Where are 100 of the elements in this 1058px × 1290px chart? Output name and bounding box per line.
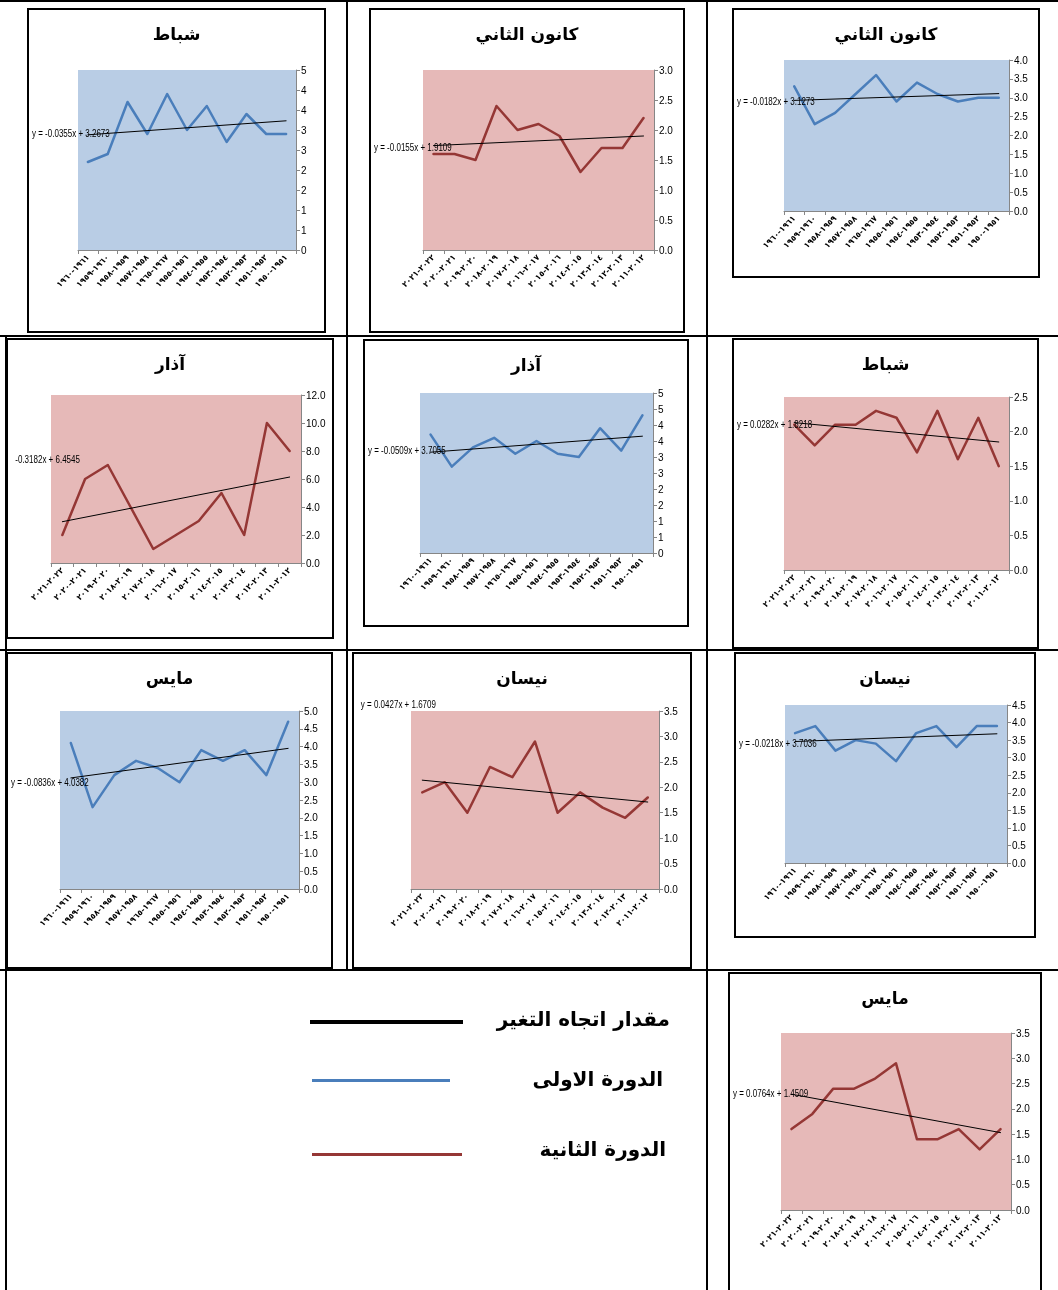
y-tick-label: 1.5 <box>664 807 679 819</box>
y-tick-label: 3.5 <box>664 705 679 717</box>
y-tick-label: 0 <box>301 244 307 256</box>
y-tick-label: 0.0 <box>306 557 321 569</box>
annotation: y = -0.0509x + 3.7055 <box>368 445 446 457</box>
y-tick-label: 0.5 <box>1014 529 1029 541</box>
line-series <box>421 740 649 820</box>
y-tick-label: 10.0 <box>306 417 326 429</box>
annotation: y = -0.0218x + 3.7036 <box>739 738 817 750</box>
line-series <box>86 92 288 164</box>
chart-title: نيسان <box>859 667 911 688</box>
y-tick-label: 2.5 <box>1012 769 1027 781</box>
y-tick-label: 4.0 <box>306 501 321 513</box>
y-tick-label: 0.0 <box>659 244 674 256</box>
y-tick-label: 0.0 <box>304 883 319 895</box>
y-tick-label: 3.5 <box>304 758 319 770</box>
y-tick-label: 4.0 <box>1014 54 1029 66</box>
y-tick-label: 0.0 <box>1016 1204 1031 1216</box>
y-tick-label: 2.5 <box>664 756 679 768</box>
annotation: -0.3182x + 6.4545 <box>15 454 80 466</box>
y-tick-label: 1.5 <box>1012 804 1027 816</box>
y-tick-label: 2 <box>658 499 664 511</box>
y-tick-label: 2.5 <box>304 794 319 806</box>
y-tick-label: 1.5 <box>304 830 319 842</box>
text: مقدار اتجاه التغير <box>496 1007 670 1031</box>
y-tick-label: 2.5 <box>1016 1078 1031 1090</box>
chart-title: آذار <box>509 353 543 375</box>
y-tick-label: 5 <box>658 387 664 399</box>
line-series <box>792 73 1001 126</box>
y-tick-label: 5 <box>658 403 664 415</box>
y-tick-label: 2 <box>301 164 307 176</box>
y-tick-label: 1.5 <box>1016 1128 1031 1140</box>
y-tick-label: 1.5 <box>1014 148 1029 160</box>
y-tick-label: 2 <box>658 483 664 495</box>
line-series <box>793 724 999 763</box>
y-tick-label: 5 <box>301 64 307 76</box>
y-tick-label: 1.0 <box>1014 167 1029 179</box>
y-tick-label: 2.0 <box>1016 1103 1031 1115</box>
y-tick-label: 1.5 <box>1014 460 1029 472</box>
y-tick-label: 0 <box>658 547 664 559</box>
y-tick-label: 4.0 <box>1012 717 1027 729</box>
y-tick-label: 2.5 <box>1014 111 1029 123</box>
text: y = 0.0427x + 1.6709 <box>360 699 436 711</box>
y-tick-label: 0.0 <box>1014 564 1029 576</box>
y-tick-label: 1.0 <box>659 184 674 196</box>
y-tick-label: 1 <box>301 204 307 216</box>
y-tick-label: 2.0 <box>1012 787 1027 799</box>
y-tick-label: 2.0 <box>1014 130 1029 141</box>
y-tick-label: 3.0 <box>1012 752 1027 764</box>
y-tick-label: 2.5 <box>659 94 674 106</box>
y-tick-label: 0.5 <box>304 865 319 877</box>
y-tick-label: 3 <box>301 144 307 156</box>
y-tick-label: 0.0 <box>664 883 679 895</box>
chart-title: كانون الثاني <box>834 23 938 45</box>
y-tick-label: 4 <box>301 104 307 116</box>
chart-title: شباط <box>152 23 201 44</box>
chart-title: كانون الثاني <box>475 23 579 45</box>
y-tick-label: 2.0 <box>1014 426 1029 438</box>
y-tick-label: 2.0 <box>659 124 674 136</box>
y-tick-label: 4.0 <box>304 741 319 753</box>
text: الدورة الثانية <box>539 1137 666 1161</box>
annotation: y = -0.0836x + 4.0382 <box>11 776 89 788</box>
y-tick-label: 4 <box>301 84 307 96</box>
y-tick-label: 5.0 <box>304 705 319 717</box>
y-tick-label: 3.5 <box>1016 1027 1031 1039</box>
y-tick-label: 2.0 <box>304 812 319 824</box>
y-tick-label: 4 <box>658 419 664 431</box>
y-tick-label: 4.5 <box>304 723 319 735</box>
y-tick-label: 0.5 <box>664 858 679 870</box>
y-tick-label: 2.0 <box>306 529 321 541</box>
y-tick-label: 0.5 <box>659 214 674 226</box>
y-tick-label: 1 <box>658 515 664 527</box>
y-tick-label: 1.0 <box>664 832 679 844</box>
chart-title: شباط <box>861 353 910 374</box>
y-tick-label: 3 <box>658 467 664 479</box>
y-tick-label: 0.5 <box>1012 839 1027 851</box>
y-tick-label: 6.0 <box>306 473 321 485</box>
y-tick-label: 12.0 <box>306 389 326 401</box>
y-tick-label: 1 <box>658 531 664 543</box>
y-tick-label: 1.0 <box>304 847 319 859</box>
text: الدورة الاولى <box>532 1067 663 1091</box>
y-tick-label: 3.0 <box>1014 92 1029 104</box>
y-tick-label: 1.0 <box>1012 822 1027 834</box>
y-tick-label: 3 <box>301 124 307 136</box>
y-tick-label: 1.0 <box>1016 1153 1031 1165</box>
chart-title: نيسان <box>496 667 548 688</box>
y-tick-label: 4.5 <box>1012 699 1027 711</box>
y-tick-label: 4 <box>658 435 664 447</box>
y-tick-label: 2.0 <box>664 781 679 793</box>
y-tick-label: 0.0 <box>1014 205 1029 217</box>
y-tick-label: 8.0 <box>306 445 321 457</box>
y-tick-label: 3.0 <box>304 776 319 788</box>
chart-title: مايس <box>145 667 194 688</box>
chart-title: آذار <box>153 352 187 374</box>
y-tick-label: 3.0 <box>664 730 679 742</box>
y-tick-label: 2 <box>301 184 307 196</box>
y-tick-label: 3.5 <box>1012 734 1027 746</box>
y-tick-label: 2.5 <box>1014 391 1029 403</box>
y-tick-label: 1.0 <box>1014 495 1029 507</box>
y-tick-label: 1.5 <box>659 154 674 166</box>
